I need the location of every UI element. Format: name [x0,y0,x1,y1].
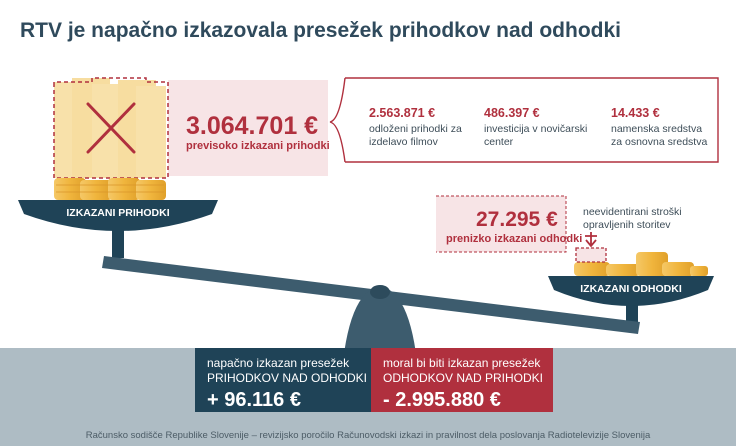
wrong-result-value: + 96.116 € [207,389,301,411]
right-understated-caption: prenizko izkazani odhodki [446,233,583,245]
missing-coin-arrow [585,232,597,248]
wrong-result-line2: PRIHODKOV NAD ODHODKI [207,371,368,385]
left-pan [18,200,218,231]
correct-result: moral bi biti izkazan presežek ODHODKOV … [371,348,553,412]
right-note: neevidentirani stroški opravljenih stori… [583,206,682,231]
breakdown-bracket [329,77,719,163]
left-real-coins [54,178,166,200]
correct-result-line2: ODHODKOV NAD PRIHODKI [383,371,544,385]
overstated-coin-stack [54,78,166,178]
overstated-dashed-outline [53,77,169,179]
right-understated-amount: 27.295 € [476,208,558,231]
missing-coin-outline [575,247,607,263]
right-pan [548,276,714,306]
breakdown-label: odloženi prihodki za izdelavo filmov [369,123,462,148]
correct-result-line1: moral bi biti izkazan presežek [383,356,541,370]
left-pan-label: IZKAZANI PRIHODKI [66,207,170,219]
cross-out-mark [86,102,136,154]
right-pan-label: IZKAZANI ODHODKI [580,283,682,295]
left-amount-highlight [168,80,328,176]
correct-result-value: - 2.995.880 € [383,389,501,411]
right-amount-highlight [436,196,566,252]
page-title: RTV je napačno izkazovala presežek priho… [20,19,621,42]
right-result-box [371,348,553,412]
breakdown-value: 486.397 € [484,106,540,120]
left-overstated-amount: 3.064.701 € [186,112,319,140]
wrong-result-line1: napačno izkazan presežek [207,356,350,370]
breakdown-label: investicija v novičarski center [484,123,588,148]
wrong-result-box [195,348,371,412]
breakdown-label: namenska sredstva za osnovna sredstva [611,123,708,148]
wrong-result: napačno izkazan presežek PRIHODKOV NAD O… [195,348,371,412]
breakdown-value: 2.563.871 € [369,106,436,120]
left-overstated-caption: previsoko izkazani prihodki [186,140,330,152]
right-coins [574,252,708,276]
breakdown-value: 14.433 € [611,106,660,120]
source-footer: Računsko sodišče Republike Slovenije – r… [85,430,651,441]
